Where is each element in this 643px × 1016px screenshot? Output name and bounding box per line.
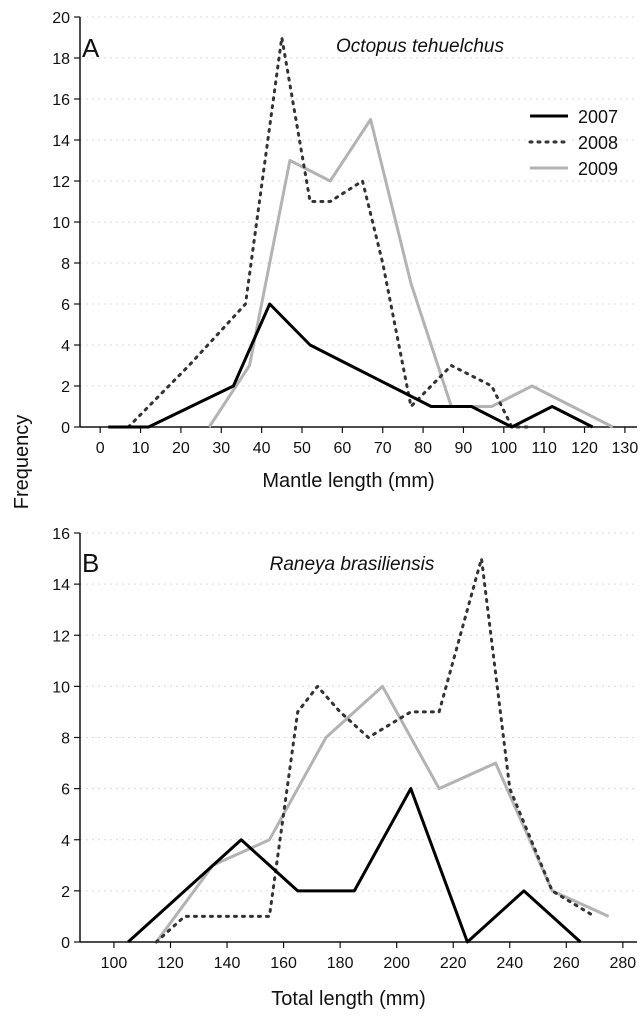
panel-b-y-tick-label: 6	[61, 782, 70, 799]
panel-a-species: Octopus tehuelchus	[336, 36, 504, 57]
panel-a-x-tick-label: 100	[490, 440, 517, 457]
panel-b-y-tick-label: 2	[61, 884, 70, 901]
shared-ylabel: Frequency	[11, 415, 33, 510]
legend-entry-2008: 2008	[528, 133, 618, 153]
panel-a-y-tick-label: 16	[52, 92, 70, 109]
panel-a-x-tick-label: 10	[132, 440, 150, 457]
panel-a-x-tick-label: 130	[612, 440, 639, 457]
legend: 2007 2008 2009	[528, 107, 618, 179]
legend-label-2007: 2007	[578, 107, 618, 127]
panel-a-x-tick-label: 0	[96, 440, 105, 457]
panel-a-y-tick-label: 6	[61, 297, 70, 314]
panel-b-x-tick-label: 120	[157, 955, 184, 972]
panel-a-letter: A	[82, 33, 100, 63]
panel-b-x-tick-label: 240	[496, 955, 523, 972]
panel-a-x-tick-label: 40	[253, 440, 271, 457]
panel-b-x-tick-label: 180	[327, 955, 354, 972]
panel-a-y-tick-label: 10	[52, 215, 70, 232]
panel-b-y-tick-label: 4	[61, 833, 70, 850]
panel-b-series-2007	[127, 787, 582, 944]
panel-a-x-tick-label: 110	[531, 440, 557, 457]
legend-label-2008: 2008	[578, 133, 618, 153]
panel-a-y-tick-label: 8	[61, 256, 70, 273]
panel-b-x-tick-label: 140	[214, 955, 241, 972]
panel-a-series-2007	[108, 302, 594, 429]
panel-a-x-tick-label: 20	[172, 440, 190, 457]
panel-a-series-2009	[207, 118, 614, 429]
panel-b-x-tick-label: 100	[101, 955, 128, 972]
panel-b-x-axis-title: Total length (mm)	[271, 988, 426, 1010]
panel-b-series-2008	[154, 557, 597, 944]
panel-b-series-2009	[155, 684, 610, 943]
panel-b-x-tick-label: 280	[610, 955, 637, 972]
panel-a-x-tick-label: 50	[293, 440, 311, 457]
chart-panel-b: B Raneya brasiliensis 0 2 4 6 8 10 12 14 16 100 12…	[52, 526, 637, 1010]
panel-a-gridlines	[80, 16, 637, 387]
panel-a-y-tick-label: 12	[52, 174, 70, 191]
panel-a-x-tick-label: 80	[414, 440, 432, 457]
panel-b-gridlines	[80, 532, 637, 892]
panel-a-y-tick-label: 14	[52, 133, 70, 150]
panel-a-x-axis-title: Mantle length (mm)	[262, 470, 434, 492]
panel-b-letter: B	[82, 548, 99, 578]
legend-label-2009: 2009	[578, 159, 618, 179]
panel-b-x-tick-label: 200	[383, 955, 410, 972]
panel-a-y-tick-label: 0	[61, 420, 70, 437]
panel-a-y-tick-label: 18	[52, 51, 70, 68]
panel-b-species: Raneya brasiliensis	[270, 554, 435, 575]
panel-a-x-tick-label: 60	[333, 440, 351, 457]
legend-entry-2007: 2007	[530, 107, 618, 127]
panel-b-y-tick-label: 10	[52, 679, 70, 696]
panel-b-x-tick-label: 160	[270, 955, 297, 972]
panel-b-y-tick-label: 8	[61, 731, 70, 748]
panel-a-x-tick-label: 30	[212, 440, 230, 457]
panel-a-y-tick-label: 4	[61, 338, 70, 355]
panel-a-x-tick-label: 90	[455, 440, 473, 457]
panel-a-series-2008	[126, 36, 534, 429]
panel-a-x-tick-label: 70	[374, 440, 392, 457]
panel-a-y-tick-label: 2	[61, 379, 70, 396]
panel-b-y-tick-label: 12	[52, 628, 70, 645]
panel-b-x-tick-label: 260	[553, 955, 580, 972]
panel-b-y-tick-label: 14	[52, 577, 70, 594]
panel-a-x-tick-label: 120	[571, 440, 598, 457]
panel-b-y-tick-label: 16	[52, 526, 70, 543]
legend-entry-2009: 2009	[530, 159, 618, 179]
panel-b-x-tick-label: 220	[440, 955, 467, 972]
panel-a-y-tick-label: 20	[52, 10, 70, 27]
panel-b-y-tick-label: 0	[61, 935, 70, 952]
chart-panel-a: A Octopus tehuelchus 2007 2008 2009 0246…	[52, 10, 638, 492]
